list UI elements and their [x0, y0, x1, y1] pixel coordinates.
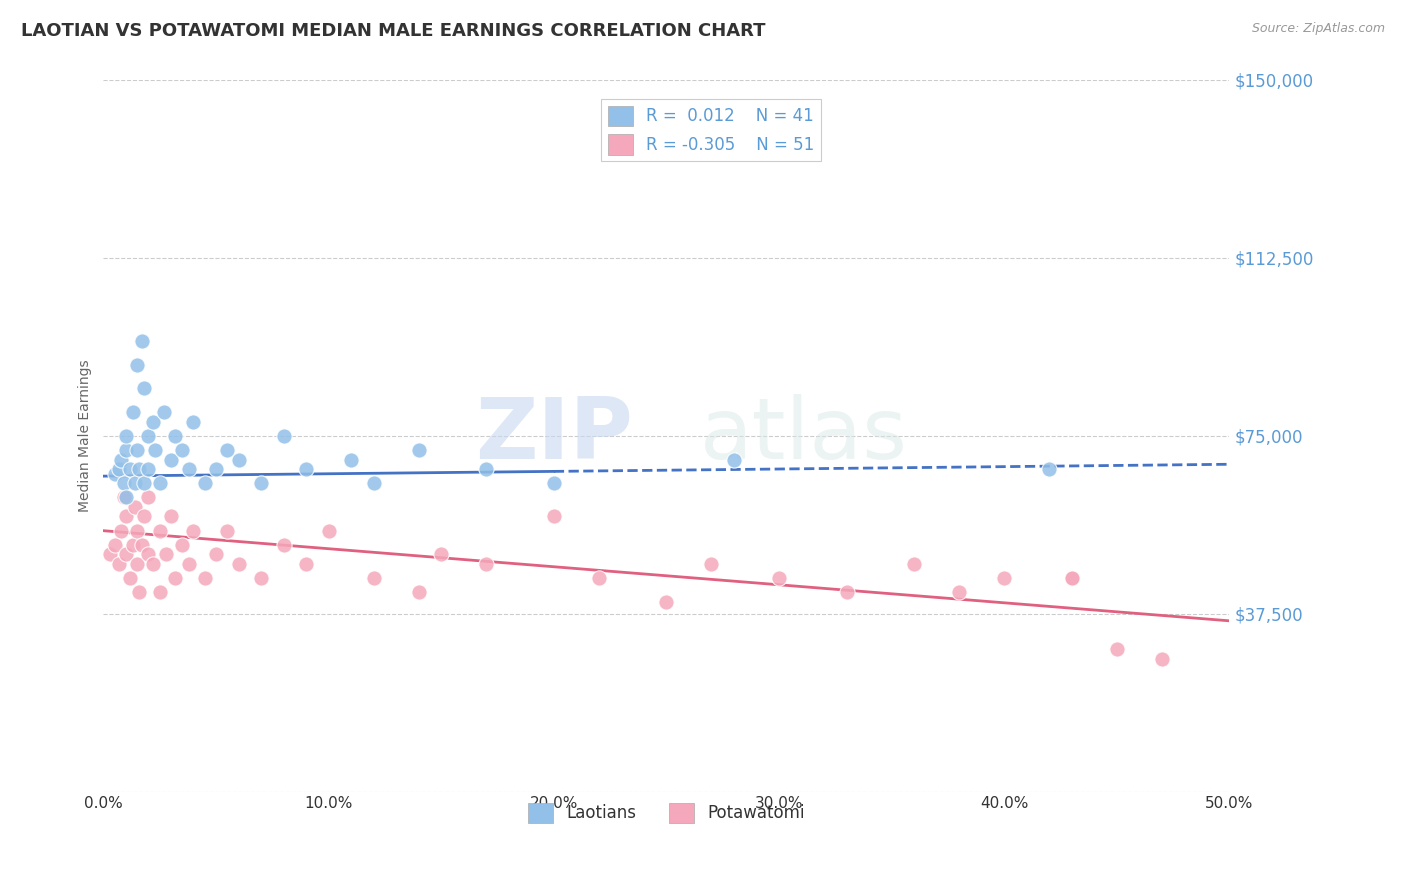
Point: [124, 476, 146, 491]
Point: [128, 585, 150, 599]
Point: [132, 509, 155, 524]
Point: [115, 509, 138, 524]
Point: [149, 585, 172, 599]
Point: [700, 557, 723, 571]
Point: [121, 405, 143, 419]
Point: [165, 571, 187, 585]
Point: [1150, 652, 1173, 666]
Point: [128, 462, 150, 476]
Point: [104, 538, 127, 552]
Point: [993, 571, 1015, 585]
Point: [723, 452, 745, 467]
Point: [160, 452, 183, 467]
Point: [108, 462, 131, 476]
Point: [177, 462, 200, 476]
Point: [340, 452, 363, 467]
Point: [121, 538, 143, 552]
Point: [115, 429, 138, 443]
Point: [177, 557, 200, 571]
Point: [273, 538, 295, 552]
Point: [1060, 571, 1083, 585]
Point: [165, 429, 187, 443]
Point: [408, 443, 430, 458]
Point: [295, 462, 318, 476]
Point: [1038, 462, 1060, 476]
Point: [124, 500, 146, 514]
Point: [835, 585, 858, 599]
Point: [543, 509, 565, 524]
Point: [132, 381, 155, 395]
Point: [138, 548, 160, 562]
Point: [903, 557, 925, 571]
Point: [250, 571, 273, 585]
Point: [112, 491, 135, 505]
Point: [1105, 642, 1128, 657]
Point: [948, 585, 970, 599]
Text: Source: ZipAtlas.com: Source: ZipAtlas.com: [1251, 22, 1385, 36]
Text: LAOTIAN VS POTAWATOMI MEDIAN MALE EARNINGS CORRELATION CHART: LAOTIAN VS POTAWATOMI MEDIAN MALE EARNIN…: [21, 22, 766, 40]
Point: [127, 358, 149, 372]
Point: [408, 585, 430, 599]
Point: [205, 548, 228, 562]
Point: [588, 571, 610, 585]
Text: atlas: atlas: [700, 394, 908, 477]
Point: [160, 509, 183, 524]
Point: [138, 429, 160, 443]
Point: [108, 557, 131, 571]
Point: [143, 443, 166, 458]
Point: [228, 557, 250, 571]
Point: [115, 548, 138, 562]
Point: [363, 571, 385, 585]
Point: [138, 491, 160, 505]
Point: [120, 462, 142, 476]
Point: [153, 405, 176, 419]
Point: [194, 476, 217, 491]
Point: [1060, 571, 1083, 585]
Point: [543, 476, 565, 491]
Point: [149, 524, 172, 538]
Point: [430, 548, 453, 562]
Point: [149, 476, 172, 491]
Point: [127, 524, 149, 538]
Point: [104, 467, 127, 481]
Point: [172, 443, 194, 458]
Point: [228, 452, 250, 467]
Point: [217, 443, 239, 458]
Point: [127, 443, 149, 458]
Point: [131, 538, 153, 552]
Point: [132, 476, 155, 491]
Point: [172, 538, 194, 552]
Point: [194, 571, 217, 585]
Legend: Laotians, Potawatomi: Laotians, Potawatomi: [522, 796, 811, 830]
Point: [183, 524, 205, 538]
Point: [138, 462, 160, 476]
Point: [110, 452, 132, 467]
Point: [250, 476, 273, 491]
Point: [318, 524, 340, 538]
Point: [183, 415, 205, 429]
Point: [475, 462, 498, 476]
Point: [98, 548, 121, 562]
Point: [127, 557, 149, 571]
Point: [155, 548, 177, 562]
Y-axis label: Median Male Earnings: Median Male Earnings: [79, 359, 93, 512]
Point: [295, 557, 318, 571]
Point: [475, 557, 498, 571]
Point: [273, 429, 295, 443]
Point: [205, 462, 228, 476]
Point: [363, 476, 385, 491]
Point: [142, 557, 165, 571]
Point: [115, 491, 138, 505]
Point: [112, 476, 135, 491]
Point: [110, 524, 132, 538]
Text: ZIP: ZIP: [475, 394, 633, 477]
Point: [115, 443, 138, 458]
Point: [120, 571, 142, 585]
Point: [655, 595, 678, 609]
Point: [142, 415, 165, 429]
Point: [768, 571, 790, 585]
Point: [131, 334, 153, 348]
Point: [217, 524, 239, 538]
